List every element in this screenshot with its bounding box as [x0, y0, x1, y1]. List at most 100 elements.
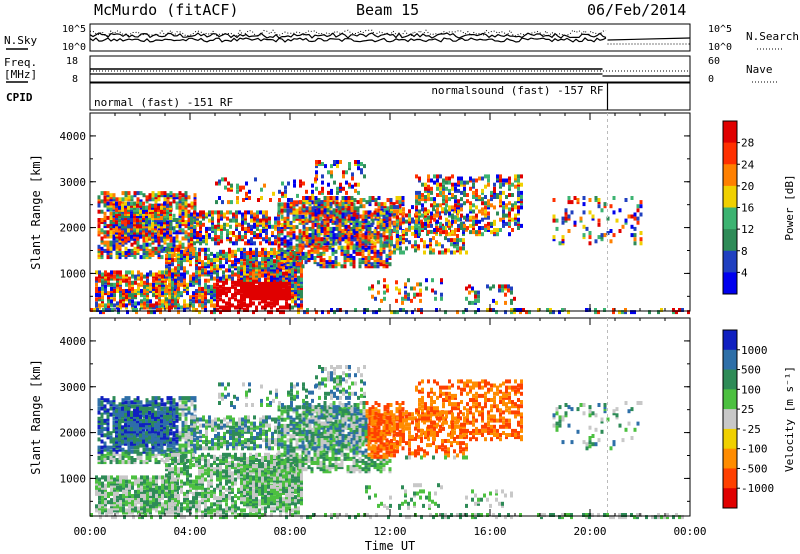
- range-cell: [439, 182, 442, 187]
- range-cell: [216, 258, 219, 263]
- range-cell: [478, 232, 481, 237]
- range-cell: [415, 205, 418, 210]
- range-cell: [431, 278, 434, 283]
- range-cell: [320, 229, 324, 233]
- range-cell: [107, 291, 110, 296]
- range-cell: [146, 289, 149, 293]
- range-cell: [591, 214, 595, 219]
- range-cell: [424, 209, 427, 214]
- range-cell: [100, 414, 104, 419]
- range-cell: [228, 258, 231, 263]
- range-cell: [124, 201, 127, 206]
- range-cell: [329, 202, 333, 207]
- range-cell: [106, 195, 110, 200]
- range-cell: [157, 212, 160, 216]
- range-cell: [404, 294, 407, 299]
- range-cell: [103, 234, 107, 239]
- range-cell: [429, 240, 432, 245]
- range-cell: [319, 243, 323, 248]
- range-cell: [100, 453, 104, 458]
- range-cell: [98, 278, 101, 283]
- range-cell: [401, 196, 405, 200]
- range-cell: [171, 247, 174, 252]
- range-cell: [448, 197, 451, 202]
- range-cell: [370, 262, 374, 267]
- range-cell: [469, 176, 472, 181]
- nave-tick-low: 0: [708, 74, 714, 85]
- range-cell: [176, 297, 179, 302]
- range-cell: [112, 416, 116, 421]
- range-cell: [310, 247, 314, 252]
- range-cell: [256, 233, 259, 238]
- range-cell: [448, 232, 451, 237]
- range-cell: [121, 460, 125, 465]
- range-cell: [171, 297, 174, 302]
- range-cell: [139, 451, 143, 456]
- range-cell: [121, 447, 125, 452]
- range-cell: [158, 284, 161, 289]
- range-cell: [97, 447, 101, 452]
- range-cell: [481, 211, 484, 216]
- range-cell: [226, 229, 229, 233]
- range-cell: [624, 220, 628, 225]
- range-cell: [142, 209, 145, 214]
- range-cell: [289, 237, 293, 242]
- range-cell: [113, 289, 116, 293]
- range-cell: [100, 199, 104, 204]
- range-cell: [429, 250, 432, 255]
- range-cell: [119, 286, 122, 291]
- range-cell: [187, 238, 191, 243]
- range-cell: [320, 204, 324, 209]
- range-cell: [430, 203, 433, 208]
- range-cell: [603, 308, 606, 312]
- range-cell: [107, 295, 110, 300]
- range-cell: [221, 177, 224, 182]
- range-cell: [439, 193, 442, 197]
- range-cell: [154, 398, 158, 403]
- range-cell: [370, 233, 374, 238]
- range-cell: [177, 260, 180, 265]
- range-cell: [128, 297, 131, 302]
- range-cell: [174, 305, 177, 310]
- range-cell: [231, 260, 234, 265]
- range-cell: [282, 288, 285, 293]
- range-cell: [359, 198, 363, 202]
- range-cell: [288, 271, 291, 276]
- range-cell: [204, 251, 207, 256]
- range-cell: [362, 198, 366, 202]
- range-cell: [466, 193, 469, 197]
- range-cell: [216, 274, 219, 279]
- range-cell: [183, 274, 186, 279]
- range-cell: [383, 212, 387, 217]
- range-cell: [440, 278, 443, 283]
- range-cell: [475, 215, 478, 220]
- range-cell: [130, 214, 133, 219]
- range-cell: [325, 260, 329, 265]
- range-cell: [177, 303, 180, 308]
- range-cell: [142, 255, 146, 260]
- range-cell: [517, 182, 520, 187]
- range-cell: [436, 203, 439, 208]
- range-cell: [160, 220, 163, 225]
- range-cell: [282, 277, 285, 282]
- range-cell: [244, 226, 247, 231]
- range-cell: [264, 284, 267, 288]
- range-cell: [415, 226, 418, 230]
- range-cell: [196, 222, 199, 227]
- range-cell: [148, 228, 151, 233]
- range-cell: [322, 264, 326, 269]
- range-cell: [236, 196, 239, 200]
- range-cell: [244, 235, 247, 240]
- range-cell: [183, 258, 186, 263]
- range-cell: [139, 228, 142, 233]
- range-cell: [395, 196, 399, 200]
- range-cell: [127, 251, 131, 255]
- range-cell: [469, 230, 472, 235]
- range-cell: [450, 250, 453, 255]
- range-cell: [380, 202, 384, 207]
- range-cell: [388, 247, 392, 252]
- range-cell: [137, 289, 140, 293]
- range-cell: [112, 230, 116, 235]
- range-cell: [134, 274, 137, 279]
- range-cell: [220, 216, 223, 221]
